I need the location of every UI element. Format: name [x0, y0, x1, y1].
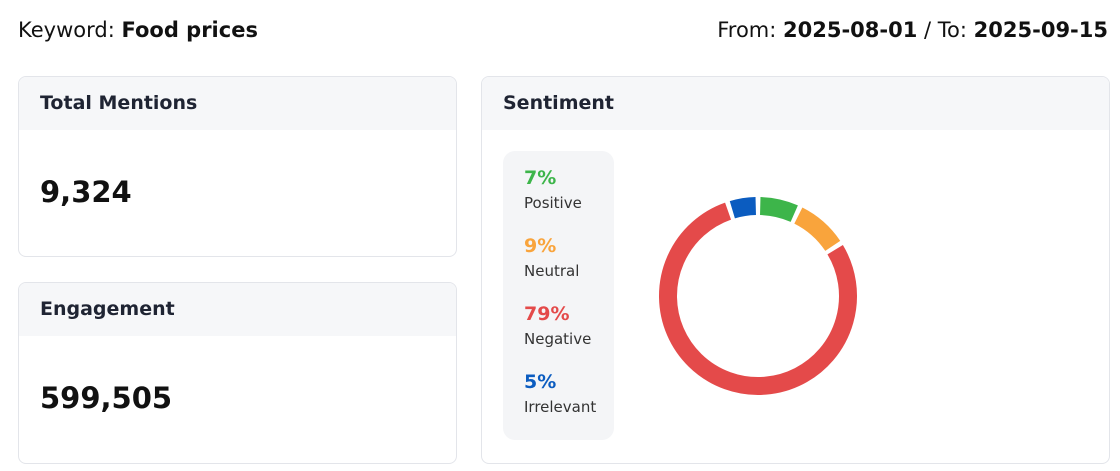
legend-value: 9%	[524, 235, 557, 257]
legend-label: Negative	[524, 330, 592, 348]
card-title: Total Mentions	[19, 77, 456, 130]
legend-label: Neutral	[524, 262, 580, 280]
from-date: 2025-08-01	[783, 18, 918, 42]
legend-value: 79%	[524, 303, 570, 325]
legend-value: 5%	[524, 371, 557, 393]
keyword-label: Keyword:	[18, 18, 115, 42]
from-label: From:	[717, 18, 777, 42]
sentiment-card: Sentiment 7% Positive 9% Neutral 79% Negative…	[481, 76, 1110, 464]
donut-segment	[659, 202, 857, 395]
to-label: To:	[937, 18, 967, 42]
date-range: From: 2025-08-01 / To: 2025-09-15	[717, 18, 1108, 42]
legend-label: Positive	[524, 194, 582, 212]
donut-segment	[759, 197, 798, 222]
legend-item: 79% Negative	[524, 303, 591, 348]
legend-label: Irrelevant	[524, 398, 597, 416]
card-title: Engagement	[19, 283, 456, 336]
keyword-value: Food prices	[121, 18, 258, 42]
donut-segment	[794, 207, 841, 252]
card-value: 599,505	[40, 381, 173, 415]
legend: 7% Positive 9% Neutral 79% Negative 5% Irreleva…	[503, 151, 614, 440]
separator: /	[924, 18, 932, 42]
to-date: 2025-09-15	[973, 18, 1108, 42]
legend-item: 5% Irrelevant	[524, 371, 596, 416]
legend-value: 7%	[524, 167, 557, 189]
legend-item: 7% Positive	[524, 167, 582, 212]
donut-chart	[659, 197, 857, 395]
donut-segment	[729, 197, 757, 219]
mentions-card: Total Mentions 9,324	[18, 76, 457, 257]
card-title: Sentiment	[482, 77, 1109, 130]
card-value: 9,324	[40, 175, 132, 209]
legend-item: 9% Neutral	[524, 235, 579, 280]
engagement-card: Engagement 599,505	[18, 282, 457, 464]
keyword: Keyword: Food prices	[18, 18, 258, 42]
